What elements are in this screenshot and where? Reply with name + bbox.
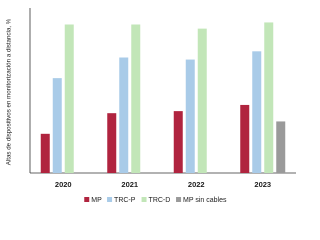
x-tick-label: 2022 [188, 180, 205, 189]
bar [131, 24, 141, 173]
bar [107, 113, 117, 173]
bar [185, 59, 195, 173]
legend-label: TRC-D [149, 197, 171, 204]
legend-swatch [84, 197, 90, 202]
bar [264, 22, 274, 173]
x-tick-label: 2020 [55, 180, 72, 189]
bar [252, 51, 262, 173]
bar [197, 28, 207, 173]
chart: Altas de dispositivos en monitorización … [6, 8, 296, 204]
y-axis-label: Altas de dispositivos en monitorización … [6, 18, 13, 165]
legend-label: MP sin cables [183, 197, 227, 204]
legend-label: MP [91, 197, 102, 204]
bar [240, 104, 250, 173]
bar [119, 57, 129, 173]
x-tick-label: 2023 [254, 180, 271, 189]
bar [40, 133, 50, 173]
bar [276, 121, 286, 173]
x-tick-label: 2021 [121, 180, 138, 189]
legend-swatch [176, 197, 182, 202]
bar [52, 78, 62, 173]
legend-swatch [141, 197, 147, 202]
legend-swatch [107, 197, 113, 202]
legend-label: TRC-P [114, 197, 136, 204]
bar [64, 24, 74, 173]
bar [173, 111, 183, 173]
